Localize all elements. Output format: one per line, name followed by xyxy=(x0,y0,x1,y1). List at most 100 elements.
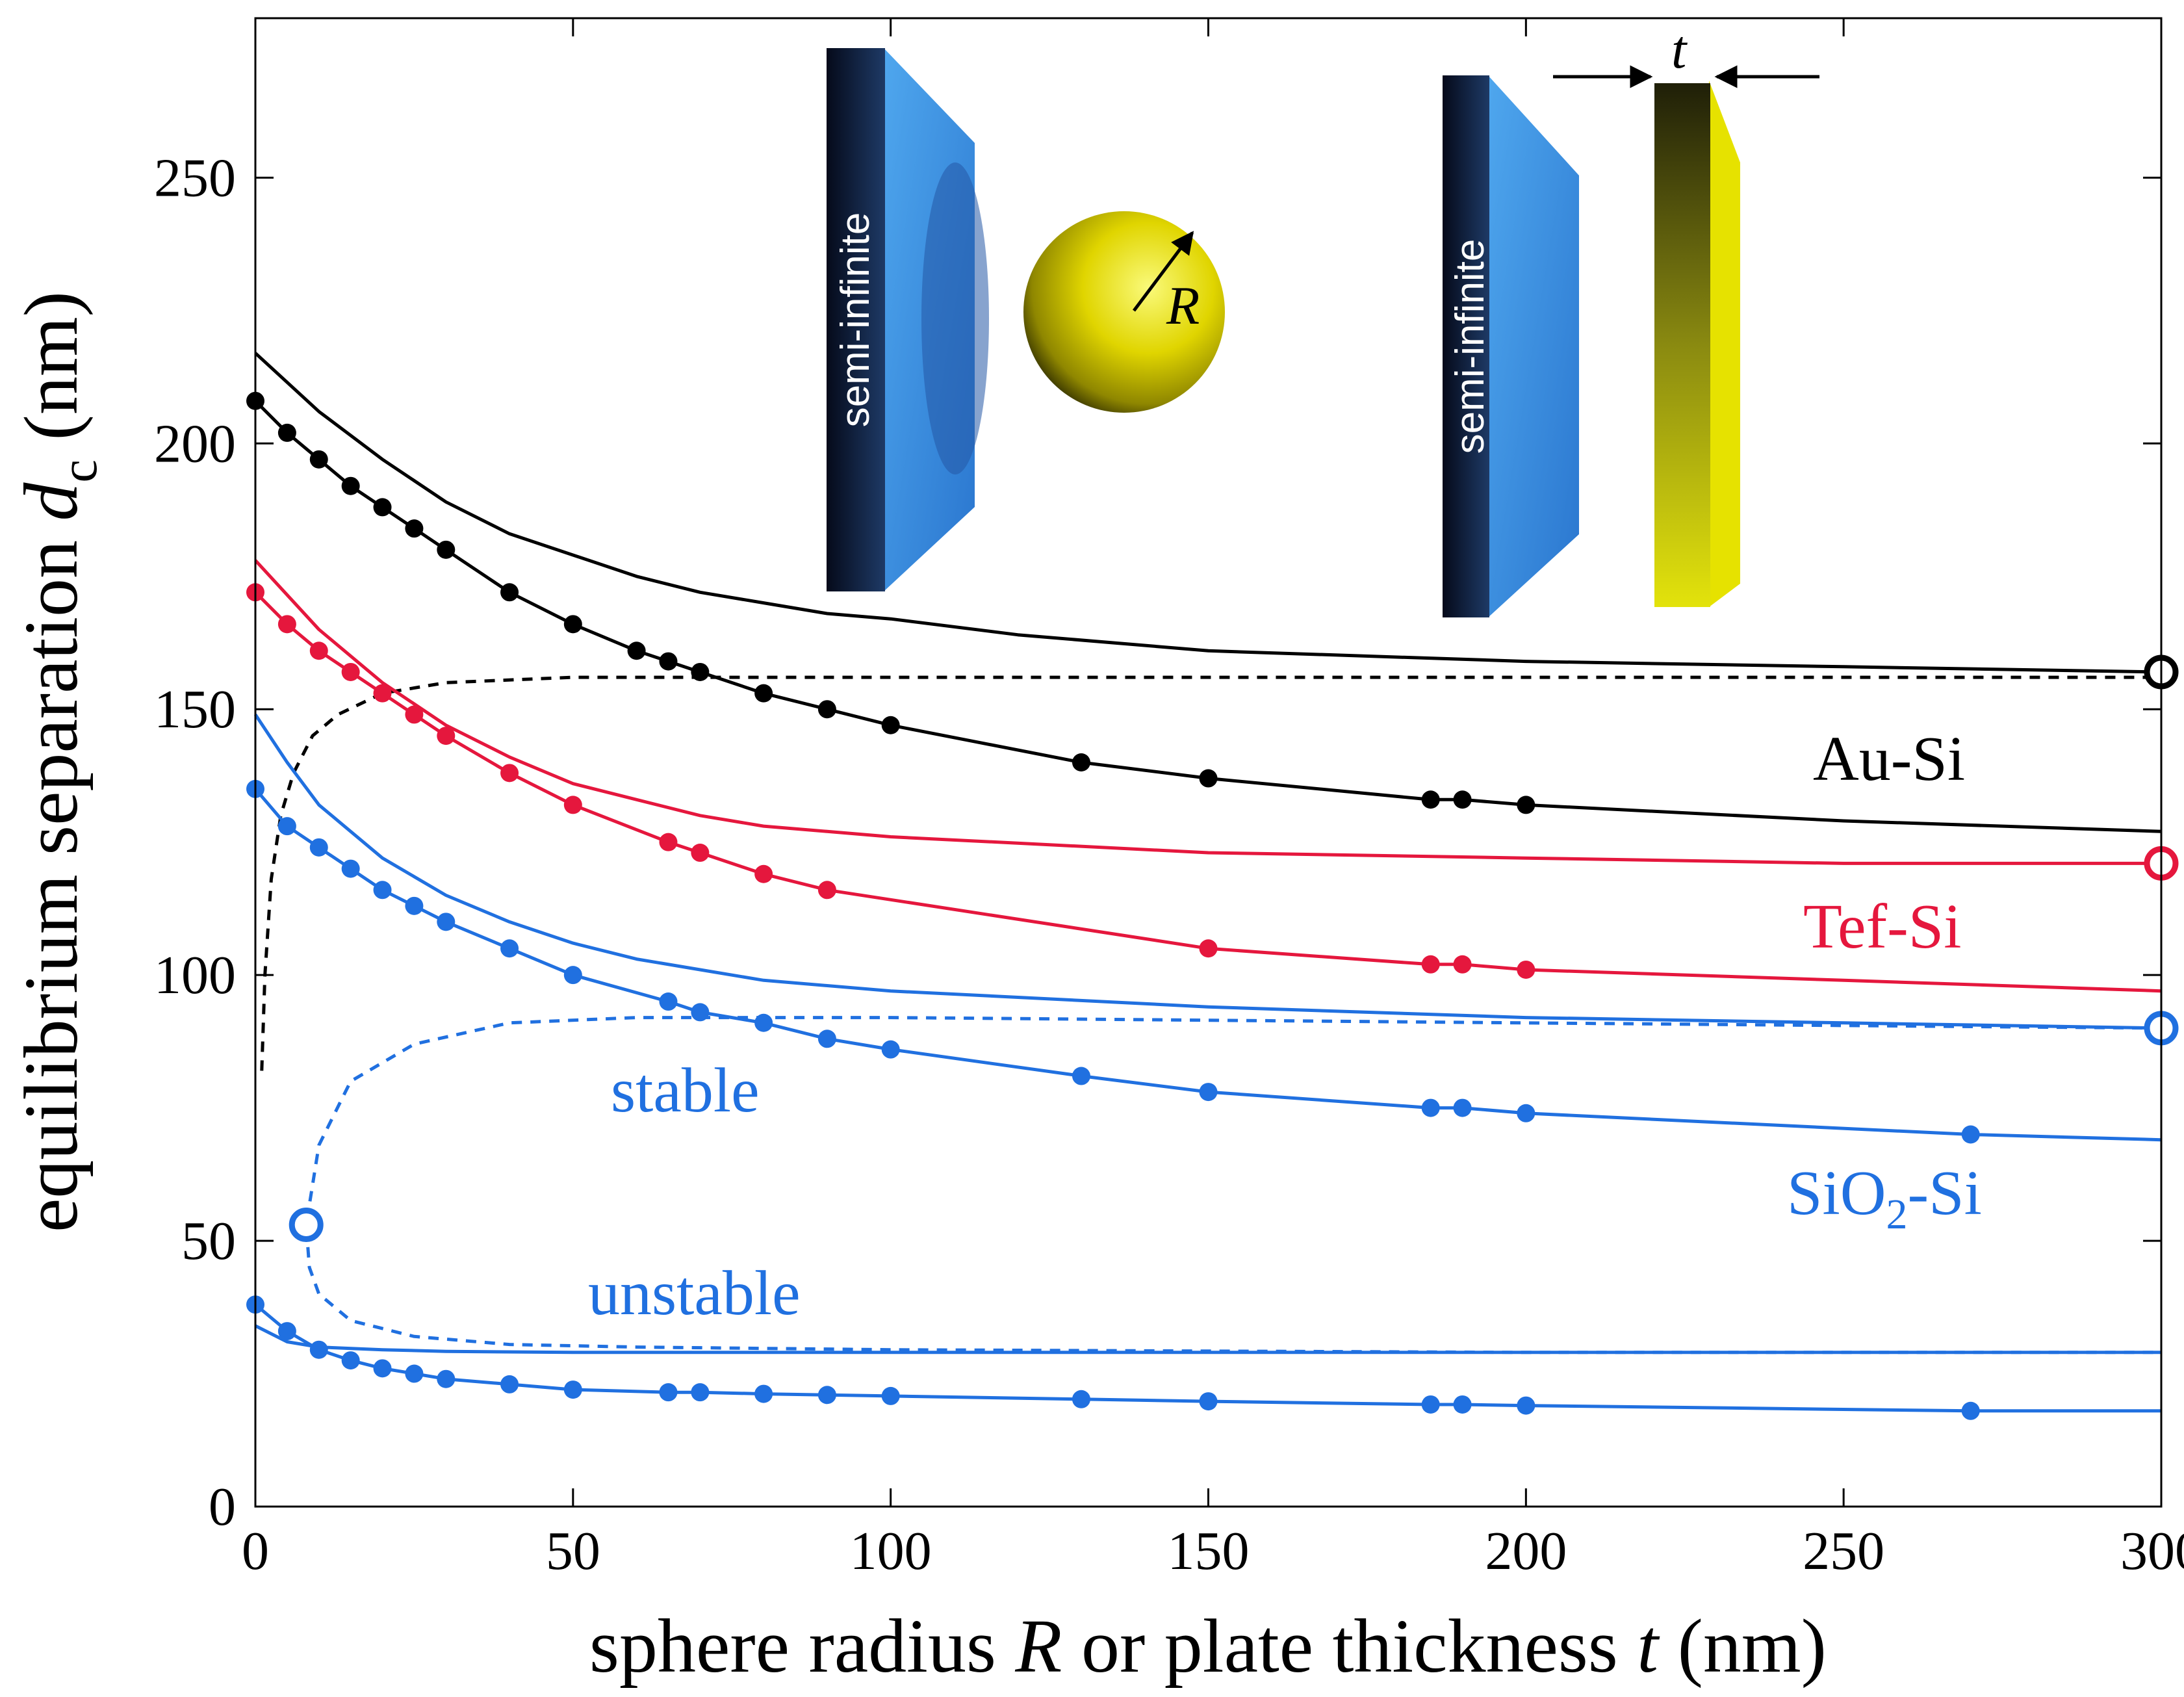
series-layer xyxy=(246,352,2179,1420)
y-tick-label: 250 xyxy=(154,148,236,208)
x-axis-title: sphere radius R or plate thickness t (nm… xyxy=(589,1603,1827,1689)
label-sio2-si: SiO2-Si xyxy=(1787,1158,1982,1238)
label-sio2-suffix: -Si xyxy=(1908,1158,1982,1228)
x-axis-title-var2: t xyxy=(1637,1603,1660,1689)
label-sio2-prefix: SiO xyxy=(1787,1158,1886,1228)
data-point-tef-si-sphere xyxy=(754,864,773,883)
data-point-au-si-sphere xyxy=(817,700,836,719)
tick-layer: 0 50 100 150 200 250 300 0 50 100 150 200 250 xyxy=(154,18,2184,1581)
data-point-tef-si-sphere xyxy=(405,705,424,724)
data-point-au-si-sphere xyxy=(500,583,519,602)
open-marker-blue xyxy=(289,1208,324,1243)
data-point-au-si-sphere xyxy=(1453,790,1472,809)
x-axis-title-var1: R xyxy=(1014,1603,1062,1689)
data-point-sio2-si-sphere xyxy=(1453,1098,1472,1117)
data-point-sio2-si-lower-sphere xyxy=(1421,1395,1440,1414)
data-point-sio2-si-sphere xyxy=(1961,1125,1980,1144)
x-tick-label: 50 xyxy=(546,1521,600,1581)
label-au-si: Au-Si xyxy=(1813,724,1965,794)
y-tick-label: 50 xyxy=(181,1211,236,1271)
data-point-sio2-si-lower-sphere xyxy=(754,1384,773,1403)
x-tick-label: 150 xyxy=(1168,1521,1250,1581)
data-point-au-si-sphere xyxy=(1421,790,1440,809)
plate-front xyxy=(1654,83,1710,607)
data-point-tef-si-sphere xyxy=(691,844,710,862)
y-tick-label: 100 xyxy=(154,945,236,1005)
data-point-sio2-si-sphere xyxy=(1421,1098,1440,1117)
data-point-au-si-sphere xyxy=(277,423,296,442)
data-point-sio2-si-lower-sphere xyxy=(277,1322,296,1341)
data-point-sio2-si-lower-sphere xyxy=(1961,1401,1980,1420)
thickness-symbol: t xyxy=(1671,19,1688,80)
data-point-sio2-si-sphere xyxy=(1072,1067,1090,1085)
series-line-sio2-si-dashed xyxy=(304,1016,2162,1354)
data-point-au-si-sphere xyxy=(437,540,456,559)
slab-label-2: semi-infinite xyxy=(1448,239,1493,454)
data-point-sio2-si-lower-sphere xyxy=(405,1364,424,1383)
series-line-sio2-si-lower-plate xyxy=(254,1324,2161,1354)
data-point-sio2-si-lower-sphere xyxy=(1453,1395,1472,1414)
data-point-sio2-si-lower-sphere xyxy=(563,1380,582,1399)
data-point-sio2-si-lower-sphere xyxy=(1072,1390,1090,1408)
data-point-au-si-sphere xyxy=(881,716,900,734)
data-point-sio2-si-lower-sphere xyxy=(437,1369,456,1388)
y-axis-title-suffix: (nm) xyxy=(8,291,94,460)
label-tef-si: Tef-Si xyxy=(1803,892,1962,962)
slab-front-2 xyxy=(1443,75,1489,617)
sphere xyxy=(1023,211,1225,413)
x-axis-title-suffix: (nm) xyxy=(1658,1603,1827,1689)
data-point-au-si-sphere xyxy=(405,519,424,538)
series-line-au-si-plate xyxy=(254,352,2162,674)
data-point-sio2-si-lower-sphere xyxy=(500,1375,519,1393)
label-stable: stable xyxy=(611,1056,760,1126)
data-point-tef-si-sphere xyxy=(659,833,678,851)
data-point-au-si-sphere xyxy=(341,476,360,495)
data-point-sio2-si-sphere xyxy=(881,1040,900,1059)
data-point-sio2-si-lower-sphere xyxy=(1199,1392,1218,1411)
data-point-tef-si-sphere xyxy=(1199,939,1218,958)
plate-side xyxy=(1709,81,1740,607)
x-axis-title-prefix: sphere radius xyxy=(589,1603,1015,1689)
data-point-sio2-si-sphere xyxy=(405,896,424,915)
y-tick-label: 200 xyxy=(154,413,236,474)
data-point-tef-si-sphere xyxy=(1421,955,1440,974)
data-point-au-si-sphere xyxy=(1199,769,1218,788)
data-point-sio2-si-sphere xyxy=(373,881,392,900)
data-point-sio2-si-sphere xyxy=(277,817,296,836)
data-point-sio2-si-sphere xyxy=(563,966,582,985)
data-point-tef-si-sphere xyxy=(373,684,392,703)
data-point-sio2-si-lower-sphere xyxy=(691,1383,710,1402)
data-point-au-si-sphere xyxy=(659,652,678,671)
radius-symbol: R xyxy=(1166,276,1200,336)
x-axis-title-mid: or plate thickness xyxy=(1062,1603,1637,1689)
data-point-sio2-si-lower-sphere xyxy=(817,1386,836,1405)
x-tick-label: 100 xyxy=(850,1521,932,1581)
data-point-sio2-si-sphere xyxy=(437,913,456,931)
data-point-sio2-si-sphere xyxy=(341,859,360,878)
data-point-sio2-si-lower-sphere xyxy=(341,1351,360,1370)
y-tick-label: 150 xyxy=(154,679,236,740)
data-point-au-si-sphere xyxy=(754,684,773,703)
series-line-au-si-sphere xyxy=(254,400,2162,833)
label-unstable: unstable xyxy=(588,1258,801,1328)
data-point-sio2-si-lower-sphere xyxy=(373,1359,392,1378)
slab-front-1 xyxy=(827,48,885,591)
data-point-tef-si-sphere xyxy=(341,662,360,681)
inset-sphere-geometry: semi-infinite R xyxy=(827,48,1225,591)
data-point-tef-si-sphere xyxy=(437,727,456,745)
series-line-sio2-si-plate xyxy=(253,714,2162,1030)
slab-side-2 xyxy=(1488,75,1579,617)
y-axis-title-sub: c xyxy=(51,460,108,483)
data-point-sio2-si-sphere xyxy=(659,992,678,1011)
data-point-tef-si-sphere xyxy=(277,615,296,634)
data-point-sio2-si-lower-sphere xyxy=(1517,1396,1535,1415)
data-point-au-si-sphere xyxy=(627,641,646,660)
label-sio2-sub: 2 xyxy=(1886,1191,1908,1238)
series-line-tef-si-plate xyxy=(254,559,2161,865)
data-point-sio2-si-lower-sphere xyxy=(659,1383,678,1402)
y-axis-title: equilibrium separation dc (nm) xyxy=(8,291,108,1232)
radius-arrow xyxy=(1133,231,1194,312)
series-line-au-si-dashed xyxy=(260,675,2161,1071)
data-point-tef-si-sphere xyxy=(817,881,836,900)
x-tick-label: 250 xyxy=(1803,1521,1884,1581)
